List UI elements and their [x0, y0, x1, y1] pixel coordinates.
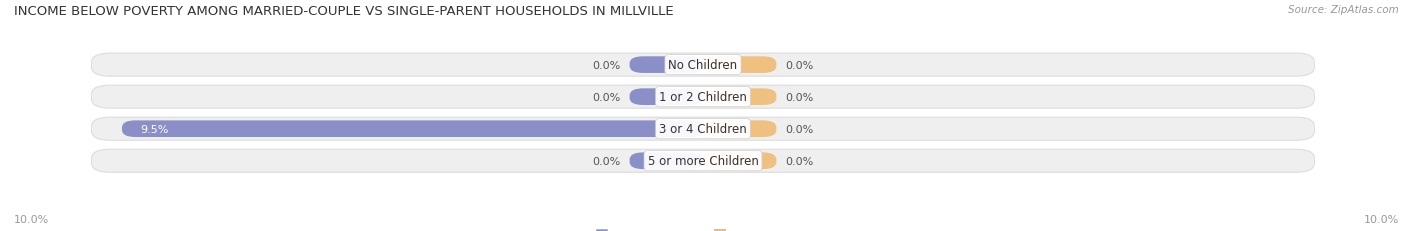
FancyBboxPatch shape	[91, 118, 1315, 141]
FancyBboxPatch shape	[91, 86, 1315, 109]
Legend: Married Couples, Single Parents: Married Couples, Single Parents	[592, 225, 814, 231]
Text: 0.0%: 0.0%	[786, 60, 814, 70]
Text: Source: ZipAtlas.com: Source: ZipAtlas.com	[1288, 5, 1399, 15]
Text: 0.0%: 0.0%	[786, 156, 814, 166]
Text: 10.0%: 10.0%	[1364, 214, 1399, 224]
FancyBboxPatch shape	[703, 57, 776, 74]
Text: 0.0%: 0.0%	[592, 156, 620, 166]
Text: 0.0%: 0.0%	[592, 60, 620, 70]
FancyBboxPatch shape	[703, 89, 776, 106]
FancyBboxPatch shape	[630, 89, 703, 106]
Text: 10.0%: 10.0%	[14, 214, 49, 224]
Text: 3 or 4 Children: 3 or 4 Children	[659, 123, 747, 136]
FancyBboxPatch shape	[703, 121, 776, 137]
FancyBboxPatch shape	[91, 54, 1315, 77]
FancyBboxPatch shape	[122, 121, 703, 137]
Text: INCOME BELOW POVERTY AMONG MARRIED-COUPLE VS SINGLE-PARENT HOUSEHOLDS IN MILLVIL: INCOME BELOW POVERTY AMONG MARRIED-COUPL…	[14, 5, 673, 18]
Text: 1 or 2 Children: 1 or 2 Children	[659, 91, 747, 104]
Text: 0.0%: 0.0%	[592, 92, 620, 102]
FancyBboxPatch shape	[91, 149, 1315, 173]
Text: No Children: No Children	[668, 59, 738, 72]
Text: 0.0%: 0.0%	[786, 92, 814, 102]
Text: 0.0%: 0.0%	[786, 124, 814, 134]
Text: 5 or more Children: 5 or more Children	[648, 155, 758, 167]
FancyBboxPatch shape	[630, 57, 703, 74]
Text: 9.5%: 9.5%	[141, 124, 169, 134]
FancyBboxPatch shape	[630, 153, 703, 169]
FancyBboxPatch shape	[703, 153, 776, 169]
